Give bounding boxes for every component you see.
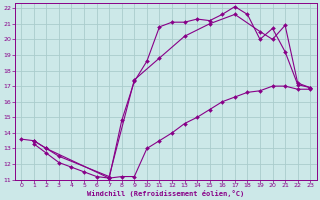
X-axis label: Windchill (Refroidissement éolien,°C): Windchill (Refroidissement éolien,°C) <box>87 190 244 197</box>
